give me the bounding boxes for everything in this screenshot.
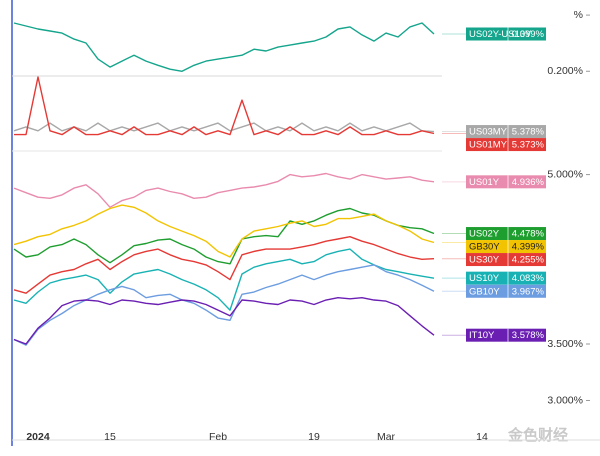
x-tick-label: Mar: [377, 431, 396, 443]
tag-box: [466, 125, 546, 139]
series-line: [13, 204, 435, 258]
series-line: [13, 172, 435, 208]
tag-value: 4.936%: [512, 177, 545, 188]
tag-name: US01MY: [469, 140, 508, 151]
tag-value: 3.578%: [512, 330, 545, 341]
tag-name: US01Y: [469, 177, 500, 188]
series-line: [14, 76, 435, 136]
y-tick-label: 3.000%: [547, 394, 583, 406]
watermark: 金色财经: [507, 426, 568, 444]
price-tag: US03MY 5.378%: [442, 125, 546, 139]
tag-box: [466, 253, 546, 267]
series-line: [13, 22, 435, 72]
series-line: [13, 297, 435, 345]
price-tag: US01Y 4.936%: [442, 175, 546, 189]
y-tick-label: %: [574, 9, 583, 21]
price-tag: US10Y 4.083%: [442, 271, 546, 285]
tag-box: [466, 240, 546, 254]
y-tick-label: 5.000%: [547, 168, 583, 180]
x-tick-label: 15: [104, 431, 116, 443]
tag-box: [466, 328, 546, 342]
tag-value: 3.967%: [512, 286, 545, 297]
tag-box: [466, 138, 546, 152]
tag-value: 4.083%: [512, 273, 545, 284]
tag-box: [466, 27, 546, 41]
x-tick-label: 19: [308, 431, 320, 443]
tag-value: 0.399%: [512, 29, 545, 40]
tag-value: 4.478%: [512, 229, 545, 240]
series-line: [13, 122, 435, 133]
tag-name: US30Y: [469, 255, 500, 266]
price-tag: US02Y 4.478%: [442, 227, 546, 241]
series-line: [13, 264, 435, 346]
tag-name: GB30Y: [469, 242, 500, 253]
tag-name: GB10Y: [469, 286, 500, 297]
tag-box: [466, 227, 546, 241]
y-tick-label: 0.200%: [547, 65, 583, 77]
tag-box: [466, 284, 546, 298]
series-line: [13, 207, 435, 265]
series-line: [13, 236, 435, 294]
x-tick-label: Feb: [209, 431, 227, 443]
price-tag: US01MY 5.373%: [442, 132, 546, 152]
tag-box: [466, 271, 546, 285]
tag-box: [466, 175, 546, 189]
price-tag: US30Y 4.255%: [442, 253, 546, 267]
price-tag: GB10Y 3.967%: [442, 284, 546, 298]
tag-value: 5.378%: [512, 127, 545, 138]
series-line: [13, 248, 435, 311]
x-tick-label: 14: [476, 431, 488, 443]
tag-name: US02Y: [469, 229, 500, 240]
tag-value: 4.255%: [512, 255, 545, 266]
price-tag: IT10Y 3.578%: [442, 328, 546, 342]
tag-name: US02Y-US10Y: [469, 29, 532, 40]
y-tick-label: 3.500%: [547, 338, 583, 350]
tag-name: US10Y: [469, 273, 500, 284]
tag-name: US03MY: [469, 127, 508, 138]
x-tick-label: 2024: [26, 431, 50, 443]
tag-name: IT10Y: [469, 330, 495, 341]
tag-value: 4.399%: [512, 242, 545, 253]
tag-value: 5.373%: [512, 140, 545, 151]
price-tag: GB30Y 4.399%: [442, 240, 546, 254]
